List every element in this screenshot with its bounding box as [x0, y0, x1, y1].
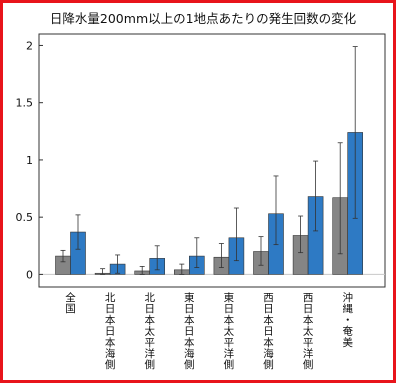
chart-title: 日降水量200mm以上の1地点あたりの発生回数の変化: [50, 11, 357, 26]
plot-frame: [38, 33, 386, 288]
category-label: 北日本太平洋側: [144, 292, 155, 371]
category-label: 東日本太平洋側: [224, 291, 235, 371]
category-label: 北日本日本海側: [105, 292, 116, 371]
category-label: 西日本日本海側: [263, 292, 274, 371]
category-label: 西日本太平洋側: [303, 292, 314, 371]
y-tick-label: 0: [26, 268, 33, 281]
bar-chart: 日降水量200mm以上の1地点あたりの発生回数の変化 0 0.5 1 1.5 2 全国 北…: [16, 11, 386, 371]
category-label: 全国: [65, 291, 76, 315]
category-label: 沖縄・奄美: [342, 291, 353, 349]
y-tick-label: 0.5: [16, 211, 34, 224]
category-label: 東日本日本海側: [184, 291, 195, 371]
y-tick-label: 1.5: [16, 97, 34, 110]
y-tick-label: 1: [26, 154, 33, 167]
y-tick-label: 2: [26, 39, 33, 52]
